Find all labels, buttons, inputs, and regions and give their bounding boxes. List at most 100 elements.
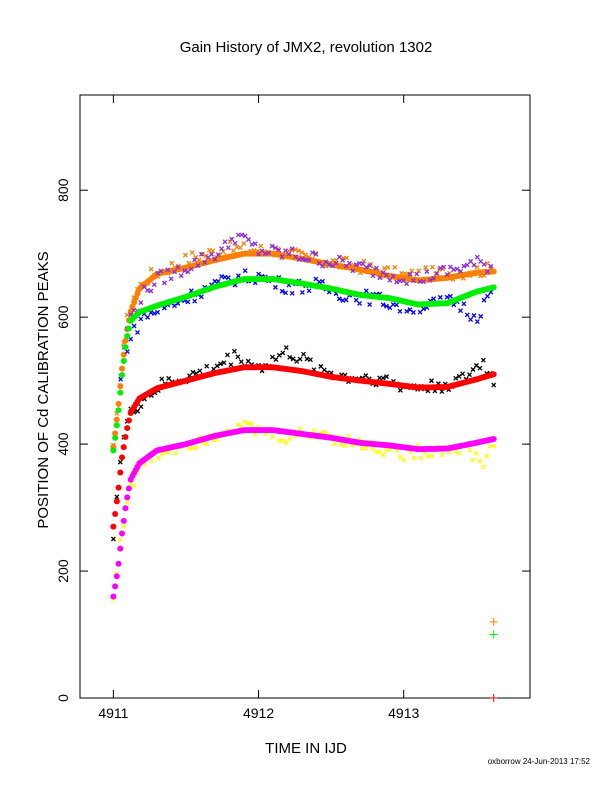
series-point [477,365,483,371]
series-point [252,241,258,247]
series-point [326,261,332,267]
series-point [192,257,198,263]
series-point [458,268,463,274]
series-point [394,302,400,308]
series-point [235,273,241,279]
series-point [235,354,241,360]
series-point [113,498,120,505]
series-point [333,260,339,266]
series-point [115,407,122,414]
series-point [461,263,467,269]
series-point [178,273,184,279]
series-point [404,281,410,287]
series-point [414,271,420,277]
series-point [190,369,196,375]
series-point [279,254,285,260]
series-point [306,288,312,294]
series-point [225,352,230,358]
series-point [117,459,123,465]
series-point [124,349,130,354]
series-point [279,288,285,294]
series-point [424,269,430,274]
series-point [431,275,437,281]
series-point [429,453,434,459]
series-point [377,275,383,281]
series-point [373,265,379,271]
series-point [397,387,403,393]
data-series [110,232,498,702]
plot-frame [79,94,531,699]
series-point [192,298,198,304]
series-point [301,351,307,357]
series-point [490,436,497,443]
series-point [384,374,389,380]
series-point [380,375,386,381]
series-point [467,372,472,378]
series-point [198,294,204,300]
series-point [112,430,119,437]
series-point [444,272,450,278]
extra-point [489,694,498,702]
series-point [117,469,124,476]
series-point [474,319,480,325]
series-point [172,269,177,275]
series-point [394,279,400,285]
series-point [110,536,116,542]
series-point [296,257,302,262]
series-point [460,371,466,377]
series-point [272,284,278,290]
series-point [456,450,462,456]
series-point [437,265,443,271]
series-point [168,276,174,282]
series-point [490,268,497,275]
series-point [155,309,161,315]
series-point [468,258,474,264]
series-point [120,444,127,451]
series-point [481,297,487,303]
series-point [119,530,126,537]
series-point [182,268,188,274]
series-point [222,239,228,245]
series-point [272,245,278,251]
series-point [189,250,195,256]
series-point [387,305,393,311]
series-point [219,246,225,252]
series-point [308,357,313,363]
footer-stamp: oxborrow 24-Jun-2013 17:52 [487,757,590,766]
series-point [195,263,201,269]
series-point [242,419,248,425]
series-point [122,505,129,512]
series-point [119,371,126,378]
series-point [269,354,275,360]
series-point [289,290,295,296]
series-point [491,382,497,388]
series-point [159,376,165,382]
series-point [299,250,305,255]
series-point [439,452,445,458]
series-point [210,248,216,254]
series-point [392,264,398,270]
series-point [148,266,154,272]
series-point [125,325,132,332]
series-point [381,265,387,271]
series-point [249,421,255,427]
series-point [245,358,251,364]
series-point [464,262,470,268]
series-point [410,278,416,284]
series-point [227,239,233,245]
series-point [232,240,238,246]
series-point [363,288,369,294]
series-point [370,273,376,279]
series-point [138,316,144,322]
series-point [125,417,132,424]
series-point [125,485,132,492]
series-point [117,389,124,396]
series-point [470,457,476,463]
series-point [410,309,416,315]
series-point [367,302,373,307]
series-point [231,348,237,354]
extra-point [489,630,498,639]
series-point [135,330,140,335]
series-point [215,252,221,258]
series-point [161,280,167,286]
